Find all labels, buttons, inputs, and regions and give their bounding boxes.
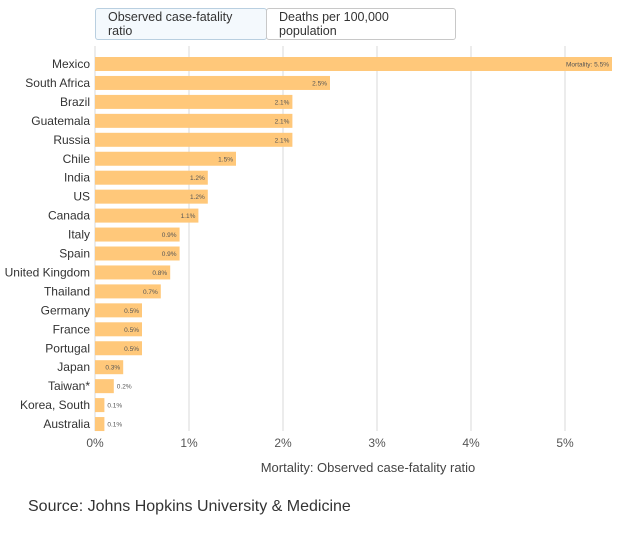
category-label: India (64, 171, 90, 185)
data-label: 0.5% (124, 346, 139, 353)
data-label: 1.5% (218, 156, 233, 163)
category-label: Chile (63, 152, 91, 166)
bar (95, 227, 180, 242)
x-tick-label: 4% (462, 436, 480, 450)
category-label: Taiwan* (48, 379, 90, 393)
bar (95, 303, 142, 318)
x-axis-title: Mortality: Observed case-fatality ratio (261, 460, 476, 475)
data-label: 0.2% (117, 384, 132, 391)
x-tick-label: 1% (180, 436, 198, 450)
data-label: 2.1% (275, 118, 290, 125)
data-label: 0.7% (143, 289, 158, 296)
bar (95, 322, 142, 337)
x-tick-labels: 0% 1% 2% 3% 4% 5% (86, 436, 574, 450)
bar (95, 94, 293, 109)
category-label: Russia (53, 133, 90, 147)
bar (95, 57, 612, 71)
x-tick-label: 3% (368, 436, 386, 450)
metric-tabs: Observed case-fatality ratio Deaths per … (95, 8, 456, 40)
bar (95, 75, 330, 90)
data-label: 0.8% (152, 270, 167, 277)
category-label: South Africa (25, 76, 90, 90)
x-tick-label: 2% (274, 436, 292, 450)
x-tick-label: 5% (556, 436, 574, 450)
category-label: United Kingdom (5, 265, 90, 279)
bar (95, 170, 208, 185)
data-label: 1.2% (190, 194, 205, 201)
source-note: Source: Johns Hopkins University & Medic… (28, 498, 351, 515)
data-label: 1.1% (181, 213, 196, 220)
data-label: 0.9% (162, 251, 177, 258)
bar (95, 132, 293, 147)
data-label: Mortality: 5.5% (566, 62, 609, 69)
bar (95, 360, 124, 375)
category-label: Spain (59, 247, 90, 261)
data-label: 2.5% (312, 80, 327, 87)
bar (95, 113, 293, 128)
x-tick-label: 0% (86, 436, 104, 450)
bar (95, 189, 208, 204)
data-label: 0.5% (124, 327, 139, 334)
category-label: Germany (41, 303, 90, 317)
category-label: Korea, South (20, 398, 90, 412)
bar (95, 417, 105, 432)
category-label: Thailand (44, 284, 90, 298)
category-label: Mexico (52, 57, 90, 71)
category-label: Canada (48, 209, 90, 223)
bar (95, 246, 180, 261)
category-labels: Mexico South Africa Brazil Guatemala Russia C… (5, 57, 91, 431)
data-label: 0.1% (107, 403, 122, 410)
bar (95, 398, 105, 413)
data-label: 1.2% (190, 175, 205, 182)
category-label: Portugal (45, 341, 90, 355)
category-label: France (53, 322, 91, 336)
bar (95, 151, 236, 166)
bar (95, 341, 142, 356)
bar (95, 265, 171, 280)
category-label: Italy (68, 228, 90, 242)
category-label: Japan (57, 360, 90, 374)
data-label: 0.1% (107, 422, 122, 429)
data-label: 0.5% (124, 308, 139, 315)
category-label: Australia (43, 417, 90, 431)
tab-case-fatality-ratio[interactable]: Observed case-fatality ratio (95, 8, 267, 40)
bar (95, 379, 114, 394)
mortality-bar-chart: Mexico South Africa Brazil Guatemala Russia C… (5, 46, 612, 475)
bar (95, 284, 161, 299)
category-label: Brazil (60, 95, 90, 109)
category-label: Guatemala (31, 114, 90, 128)
bar (95, 208, 199, 223)
data-label: 2.1% (275, 137, 290, 144)
data-labels: Mortality: 5.5% 2.5% 2.1% 2.1% 2.1% 1.5% 1.2% 1… (105, 62, 609, 429)
tab-deaths-per-100k[interactable]: Deaths per 100,000 population (266, 8, 456, 40)
category-label: US (73, 190, 90, 204)
data-label: 2.1% (275, 99, 290, 106)
data-label: 0.3% (105, 365, 120, 372)
data-label: 0.9% (162, 232, 177, 239)
bars (95, 57, 612, 432)
